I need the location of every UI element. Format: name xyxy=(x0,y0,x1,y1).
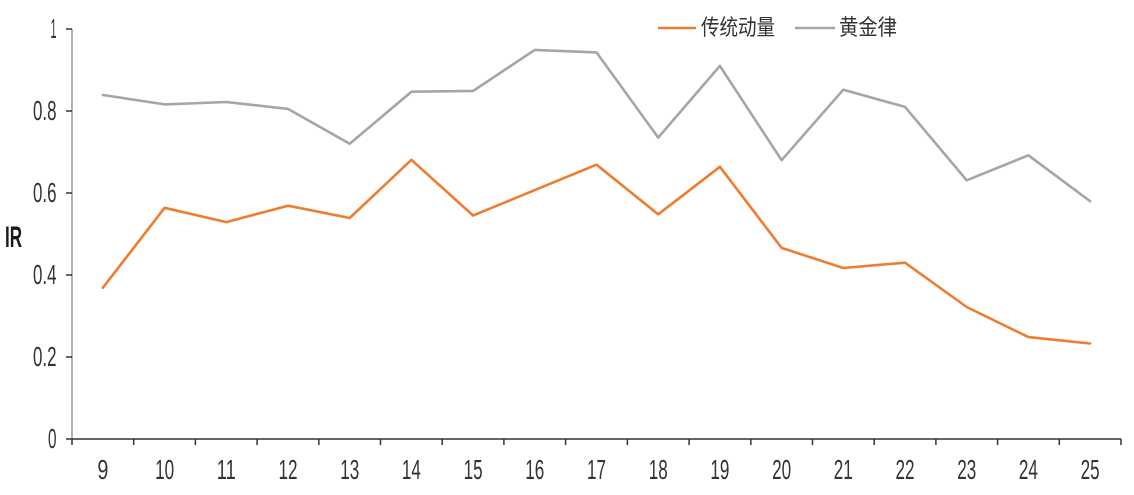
svg-text:0.2: 0.2 xyxy=(33,341,57,372)
svg-text:22: 22 xyxy=(896,454,915,485)
svg-text:15: 15 xyxy=(464,454,483,485)
svg-text:9: 9 xyxy=(97,454,108,485)
svg-text:25: 25 xyxy=(1081,454,1100,485)
svg-text:17: 17 xyxy=(587,454,606,485)
svg-text:21: 21 xyxy=(834,454,853,485)
svg-text:传统动量: 传统动量 xyxy=(701,15,775,40)
svg-text:13: 13 xyxy=(340,454,359,485)
svg-text:19: 19 xyxy=(710,454,729,485)
svg-text:0: 0 xyxy=(48,423,57,454)
svg-text:20: 20 xyxy=(772,454,791,485)
svg-text:16: 16 xyxy=(525,454,544,485)
svg-text:IR: IR xyxy=(5,221,22,254)
svg-text:黄金律: 黄金律 xyxy=(839,15,897,40)
svg-text:11: 11 xyxy=(217,454,236,485)
svg-text:23: 23 xyxy=(957,454,976,485)
svg-text:24: 24 xyxy=(1019,454,1038,485)
svg-text:10: 10 xyxy=(155,454,174,485)
svg-text:0.8: 0.8 xyxy=(33,95,57,126)
svg-text:0.4: 0.4 xyxy=(33,259,57,290)
svg-text:0.6: 0.6 xyxy=(33,177,57,208)
svg-text:12: 12 xyxy=(279,454,298,485)
svg-text:18: 18 xyxy=(649,454,668,485)
svg-text:14: 14 xyxy=(402,454,421,485)
svg-text:1: 1 xyxy=(51,13,57,44)
